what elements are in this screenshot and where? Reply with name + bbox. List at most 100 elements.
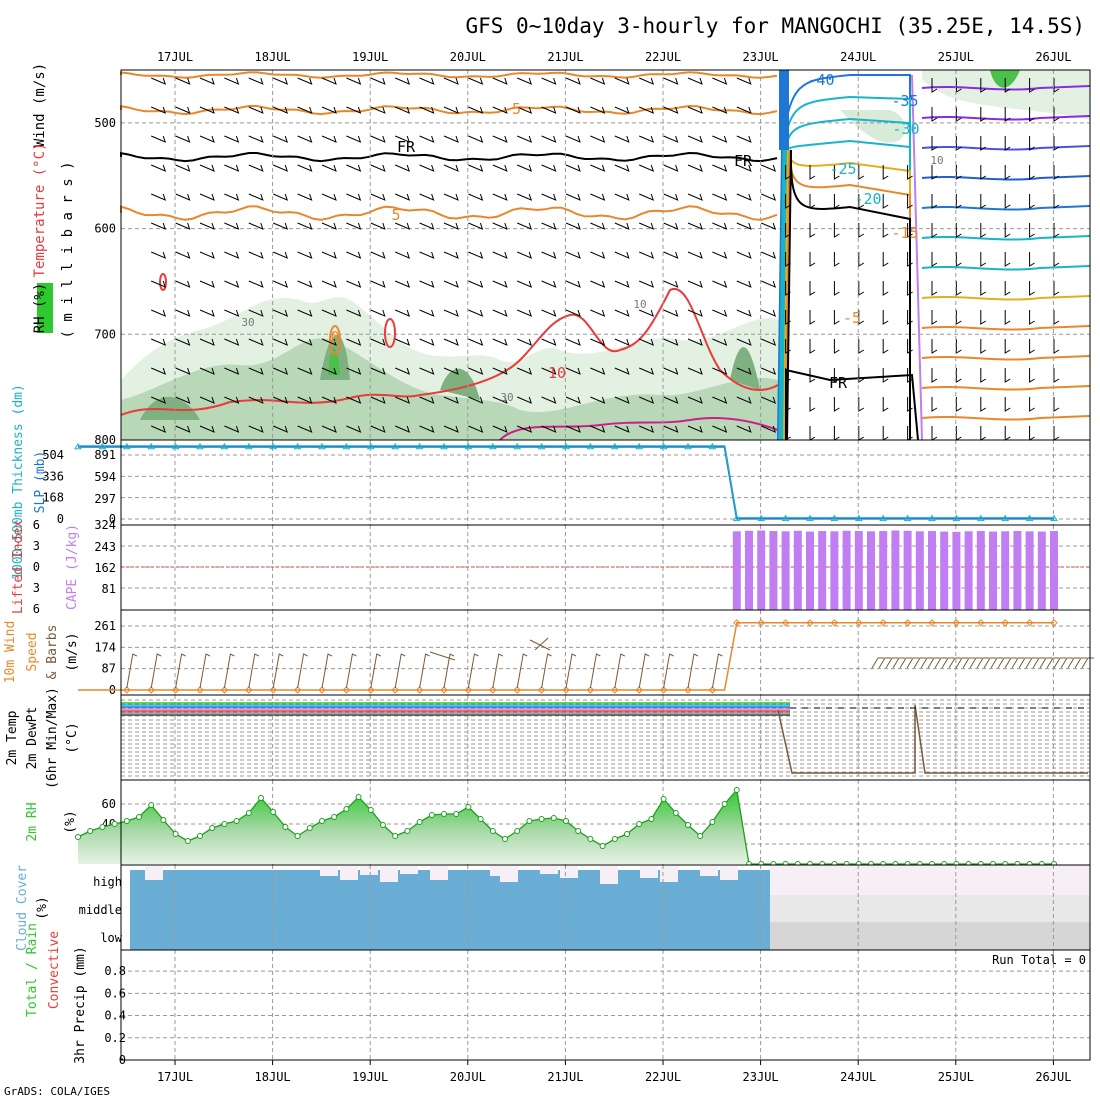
wind-barb bbox=[248, 106, 264, 114]
rh-point bbox=[99, 824, 106, 830]
wind-barb bbox=[297, 338, 313, 346]
cloud-high-gap bbox=[660, 866, 678, 882]
wind-barb bbox=[907, 368, 913, 383]
wind-barb bbox=[224, 77, 240, 85]
wind-barb bbox=[224, 193, 240, 201]
wind-barb bbox=[419, 77, 435, 85]
wind-barb bbox=[273, 135, 289, 143]
wind-barb bbox=[785, 281, 791, 296]
cloud-high-gap bbox=[560, 866, 578, 878]
date-label-top: 17JUL bbox=[157, 50, 193, 64]
wind-barb bbox=[761, 222, 777, 230]
cape-bar bbox=[1025, 531, 1034, 610]
wind-barb bbox=[273, 396, 289, 404]
cape-bar bbox=[818, 531, 827, 610]
wind-barb bbox=[614, 309, 630, 317]
wind-barb bbox=[199, 396, 215, 404]
wind-barb bbox=[590, 106, 606, 114]
wind-barb bbox=[809, 252, 816, 267]
surface-wind-barb bbox=[948, 657, 961, 669]
wind-barb bbox=[151, 251, 167, 259]
contour-label: 30 bbox=[241, 316, 254, 329]
wind-barb bbox=[639, 106, 655, 114]
wind-barb bbox=[1053, 252, 1060, 267]
wind-barb bbox=[590, 280, 606, 288]
wind-barb bbox=[1029, 281, 1035, 296]
date-label-bottom: 17JUL bbox=[157, 1070, 193, 1084]
wind-barb bbox=[297, 367, 313, 375]
rh-point bbox=[672, 810, 679, 816]
slp-marker bbox=[244, 442, 253, 450]
wind-barb bbox=[321, 251, 337, 259]
wind-barb bbox=[639, 251, 655, 259]
wind-barb bbox=[517, 106, 533, 114]
wind-barb bbox=[736, 425, 752, 433]
rh-point bbox=[172, 831, 179, 837]
contour-right bbox=[921, 415, 1091, 421]
rh-point bbox=[416, 819, 423, 825]
rh-point bbox=[575, 828, 582, 834]
wind-barb bbox=[761, 309, 777, 317]
wind-speed-marker bbox=[171, 686, 180, 694]
wind-speed-marker bbox=[391, 686, 399, 694]
wind-barb bbox=[1053, 136, 1060, 151]
rh-point bbox=[123, 818, 130, 824]
wind-barb bbox=[395, 425, 411, 433]
wind-barb bbox=[712, 309, 728, 317]
wind-barb bbox=[175, 135, 191, 143]
wind-barb bbox=[248, 164, 264, 172]
wind-barb bbox=[614, 280, 630, 288]
wind-barb bbox=[565, 135, 581, 143]
wind-barb bbox=[687, 396, 703, 404]
surface-wind-barb bbox=[150, 653, 162, 689]
rh-point bbox=[136, 814, 142, 820]
wind-speed-marker bbox=[1050, 619, 1058, 627]
surface-wind-barb bbox=[871, 657, 884, 669]
wind-barb bbox=[736, 280, 752, 288]
surface-wind-barb bbox=[248, 653, 260, 689]
wind-barb bbox=[541, 135, 557, 143]
wind-barb bbox=[346, 396, 362, 404]
wind-barb bbox=[395, 396, 411, 404]
contour-label: -35 bbox=[891, 92, 918, 110]
wind-barb bbox=[151, 367, 167, 375]
slp-marker bbox=[708, 442, 717, 450]
wind-barb bbox=[151, 106, 167, 114]
wind-barb bbox=[955, 339, 962, 354]
surface-wind-barb bbox=[920, 657, 933, 669]
cloud-high-clear bbox=[770, 865, 1090, 895]
surface-wind-barb bbox=[638, 653, 650, 689]
wind-speed-marker bbox=[342, 686, 351, 694]
surface-wind-barb bbox=[1074, 657, 1087, 669]
wind-barb bbox=[1029, 397, 1035, 412]
thickness-tick: 0 bbox=[57, 512, 64, 526]
wind-barb bbox=[833, 281, 840, 296]
surface-wind-barb bbox=[272, 653, 284, 689]
wind-speed-marker bbox=[586, 686, 595, 694]
rh-point bbox=[721, 801, 728, 807]
wind-barb bbox=[151, 280, 167, 288]
contour-plus5 bbox=[120, 205, 778, 221]
wind-barb bbox=[1029, 78, 1035, 93]
date-label-top: 19JUL bbox=[352, 50, 388, 64]
contour-label: 30 bbox=[500, 391, 513, 404]
rh-point bbox=[502, 836, 508, 842]
thickness-tick: 168 bbox=[42, 491, 64, 505]
wind-barb bbox=[224, 280, 240, 288]
rh-point bbox=[477, 816, 484, 822]
wind-barb bbox=[199, 193, 215, 201]
wind-barb bbox=[565, 280, 581, 288]
surface-wind-barb bbox=[1025, 657, 1038, 669]
wind-barb bbox=[1004, 339, 1011, 354]
wind-barb bbox=[955, 397, 962, 412]
wind-barb bbox=[614, 193, 630, 201]
wind-barb bbox=[955, 165, 962, 180]
wind-barb bbox=[858, 252, 865, 267]
wind-barb bbox=[785, 194, 791, 209]
vertical-gridlines bbox=[174, 865, 1054, 950]
wind-barb bbox=[517, 77, 533, 85]
rh-point bbox=[282, 824, 289, 830]
wind-barb bbox=[346, 164, 362, 172]
wind-barb bbox=[419, 425, 435, 433]
wind-barb bbox=[639, 280, 655, 288]
